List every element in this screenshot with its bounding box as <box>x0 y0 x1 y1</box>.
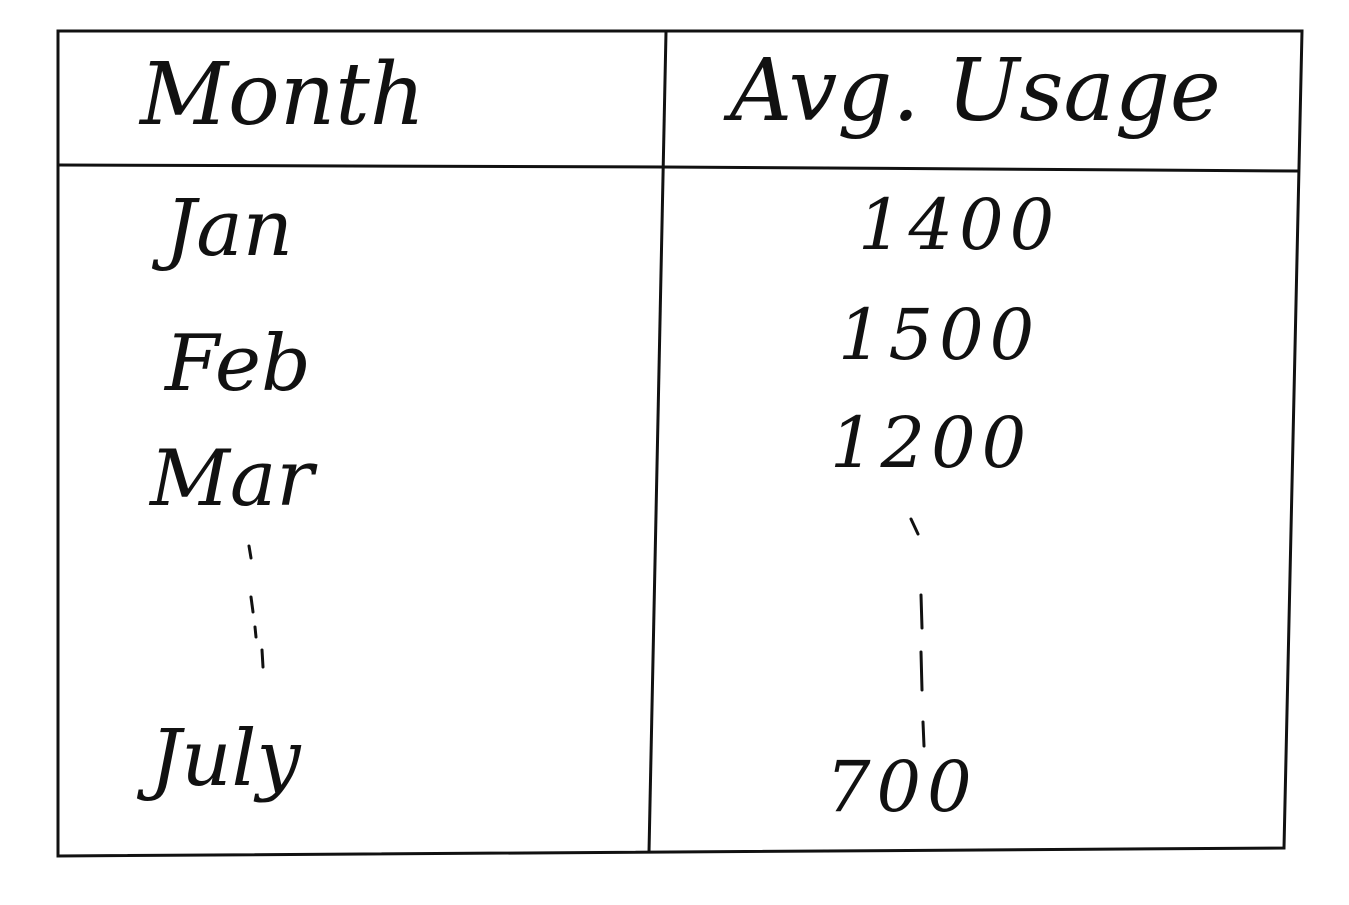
row-usage-july: 700 <box>826 746 978 828</box>
usage-ellipsis <box>909 517 926 748</box>
header-avg-usage: Avg. Usage <box>730 41 1221 141</box>
row-month-mar: Mar <box>150 434 314 524</box>
row-month-feb: Feb <box>165 319 311 409</box>
month-ellipsis <box>247 544 265 669</box>
header-divider <box>57 163 1299 173</box>
row-month-jan: Jan <box>165 184 294 274</box>
table-border <box>56 29 1304 858</box>
row-usage-jan: 1400 <box>858 184 1061 266</box>
row-usage-mar: 1200 <box>830 402 1033 484</box>
header-month: Month <box>140 45 426 145</box>
column-divider <box>647 31 668 853</box>
row-month-july: July <box>150 714 301 804</box>
row-usage-feb: 1500 <box>838 294 1041 376</box>
